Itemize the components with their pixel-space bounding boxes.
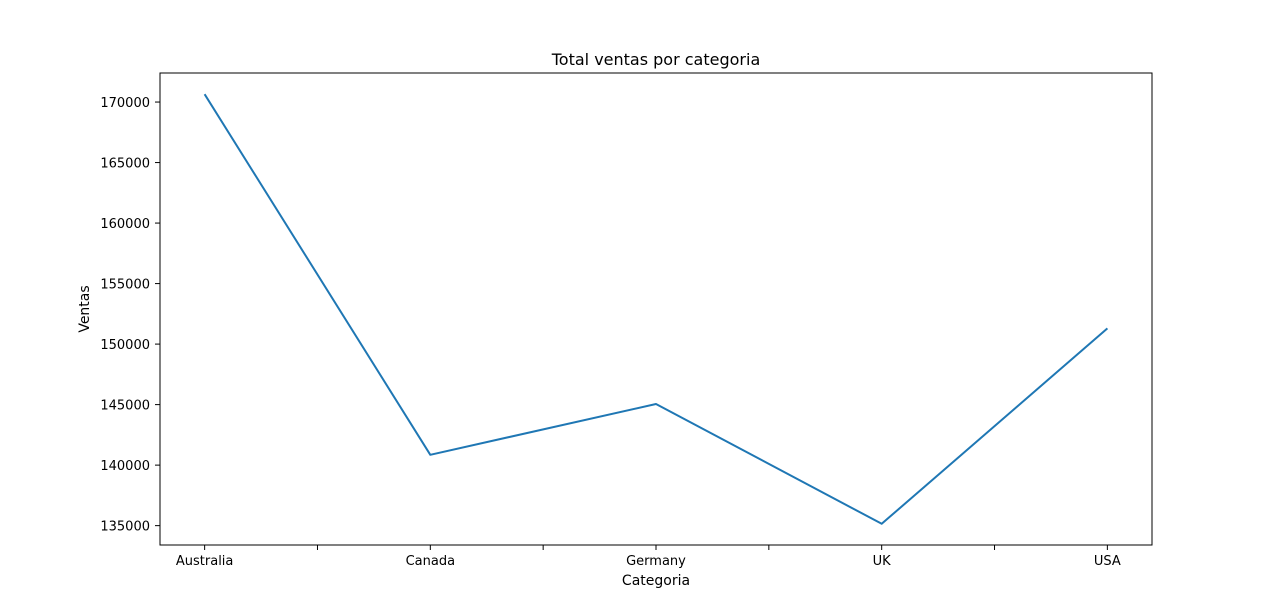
series-layer [203,93,1109,525]
chart-title: Total ventas por categoria [551,50,761,69]
x-axis-title: Categoria [622,573,690,589]
plot-area-frame [159,72,1153,546]
x-tick-label: UK [873,554,892,569]
y-tick-label: 140000 [100,459,150,474]
y-tick-label: 150000 [100,338,150,353]
y-tick-label: 155000 [100,278,150,293]
y-tick-label: 170000 [100,96,150,111]
x-axis-ticks: Australia Canada Germany UK USA [176,545,1121,569]
y-tick-label: 160000 [100,217,150,232]
y-tick-label: 135000 [100,520,150,535]
x-tick-label: Germany [626,554,686,569]
x-tick-label: USA [1094,554,1121,569]
y-tick-label: 165000 [100,157,150,172]
y-axis-ticks: 135000 140000 145000 150000 155000 160000 1650… [100,96,160,535]
x-tick-label: Australia [176,554,234,569]
y-tick-label: 145000 [100,399,150,414]
x-tick-label: Canada [406,554,455,569]
y-axis-title: Ventas [77,285,93,332]
